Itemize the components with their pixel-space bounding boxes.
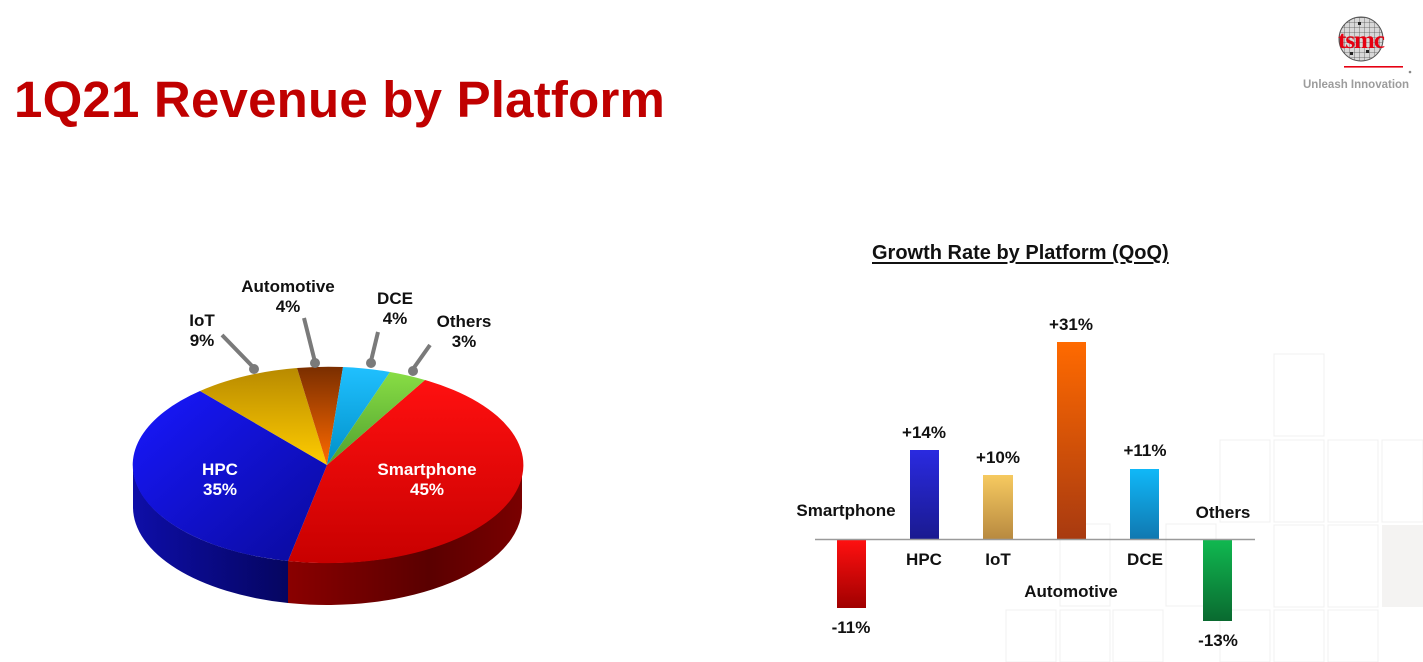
- pie-slice-others: [327, 372, 425, 465]
- pie-side: [132, 465, 522, 605]
- bar-dce: [1130, 469, 1159, 539]
- pie-slice-dce: [327, 367, 390, 465]
- pie-label-automotive: Automotive 4%: [241, 277, 335, 316]
- pie-callout-lines: [220, 317, 432, 376]
- svg-text:tsmc: tsmc: [1338, 27, 1385, 54]
- bar-smartphone: [837, 540, 866, 608]
- pie-label-others: Others 3%: [436, 312, 492, 351]
- bar-label-smartphone: Smartphone: [796, 501, 896, 520]
- bar-label-hpc: HPC: [906, 550, 942, 569]
- bar-value-others: -13%: [1198, 631, 1238, 650]
- bar-label-others: Others: [1195, 503, 1251, 522]
- bar-iot: [983, 475, 1013, 539]
- bar-label-iot: IoT: [985, 550, 1011, 569]
- pie-label-hpc: HPC 35%: [202, 460, 238, 499]
- tsmc-wafer-logo-icon: tsmc: [1338, 16, 1412, 74]
- bar-others: [1203, 540, 1232, 621]
- bar-hpc: [910, 450, 939, 539]
- bar-label-dce: DCE: [1127, 550, 1163, 569]
- bar-value-iot: +10%: [976, 448, 1020, 467]
- pie-slices: [132, 366, 524, 564]
- pie-label-smartphone: Smartphone 45%: [377, 460, 477, 499]
- pie-label-iot: IoT 9%: [189, 311, 215, 350]
- page-title: 1Q21 Revenue by Platform: [14, 71, 666, 128]
- pie-slice-smartphone: [288, 380, 524, 564]
- bar-value-hpc: +14%: [902, 423, 946, 442]
- bar-value-automotive: +31%: [1049, 315, 1093, 334]
- bar-value-smartphone: -11%: [831, 618, 871, 637]
- bar-chart-title: Growth Rate by Platform (QoQ): [872, 242, 1169, 264]
- bar-automotive: [1057, 342, 1086, 539]
- pie-slice-automotive: [297, 366, 343, 465]
- logo-tagline: Unleash Innovation: [1303, 79, 1410, 91]
- pie-slice-hpc: [132, 391, 327, 561]
- bar-label-automotive: Automotive: [1024, 582, 1118, 601]
- bar-value-dce: +11%: [1123, 441, 1167, 460]
- pie-slice-iot: [200, 368, 327, 465]
- pie-label-dce: DCE 4%: [377, 289, 413, 328]
